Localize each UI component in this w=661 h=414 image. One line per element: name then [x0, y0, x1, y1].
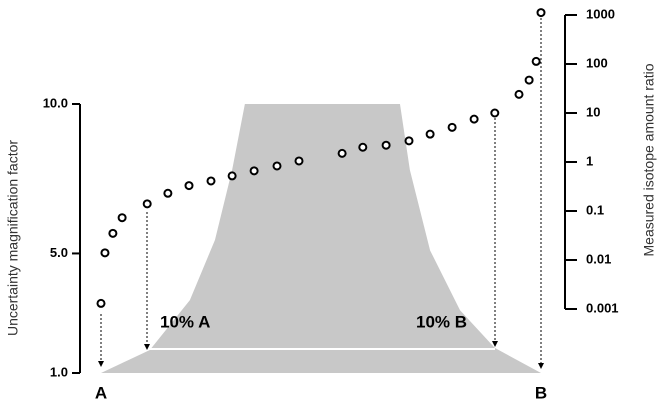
- point: [117, 213, 127, 223]
- point: [337, 148, 347, 158]
- point: [536, 8, 546, 18]
- y2-axis-title: Measured isotope amount ratio: [641, 63, 657, 256]
- point: [206, 176, 216, 186]
- y2-tick-label: 0.001: [586, 300, 619, 315]
- point: [531, 56, 541, 66]
- y2-tick-label: 100: [586, 55, 608, 70]
- point: [447, 122, 457, 132]
- band-label: 10% A: [160, 312, 210, 331]
- arrow-heads: [98, 341, 544, 369]
- point: [358, 142, 368, 152]
- point: [249, 166, 259, 176]
- point: [425, 129, 435, 139]
- point: [96, 298, 106, 308]
- point: [404, 136, 414, 146]
- y2-tick-label: 10: [586, 104, 600, 119]
- y-tick-label: 10.0: [43, 95, 68, 110]
- point: [142, 199, 152, 209]
- y2-tick-label: 1: [586, 153, 593, 168]
- point: [100, 248, 110, 258]
- point: [272, 161, 282, 171]
- point: [490, 108, 500, 118]
- point: [514, 89, 524, 99]
- point: [108, 228, 118, 238]
- point: [294, 156, 304, 166]
- arrow-head: [144, 344, 150, 350]
- area-layer: [101, 104, 541, 373]
- point: [227, 171, 237, 181]
- y2-tick-label: 0.01: [586, 251, 611, 266]
- y2-tick-label: 0.1: [586, 202, 604, 217]
- arrows: [100, 18, 542, 364]
- point: [469, 114, 479, 124]
- arrow-head: [98, 361, 104, 367]
- arrow-head: [492, 341, 498, 347]
- point: [163, 188, 173, 198]
- y-axis-title: Uncertainty magnification factor: [5, 140, 21, 336]
- point: [184, 181, 194, 191]
- point: [381, 140, 391, 150]
- y-tick-label: 1.0: [50, 364, 68, 379]
- y-tick-label: 5.0: [50, 245, 68, 260]
- end-label: B: [535, 383, 547, 402]
- point: [524, 75, 534, 85]
- arrow-head: [538, 363, 544, 369]
- y2-tick-label: 1000: [586, 6, 615, 21]
- end-label: A: [95, 383, 107, 402]
- band-label: 10% B: [416, 312, 467, 331]
- area: [101, 104, 541, 373]
